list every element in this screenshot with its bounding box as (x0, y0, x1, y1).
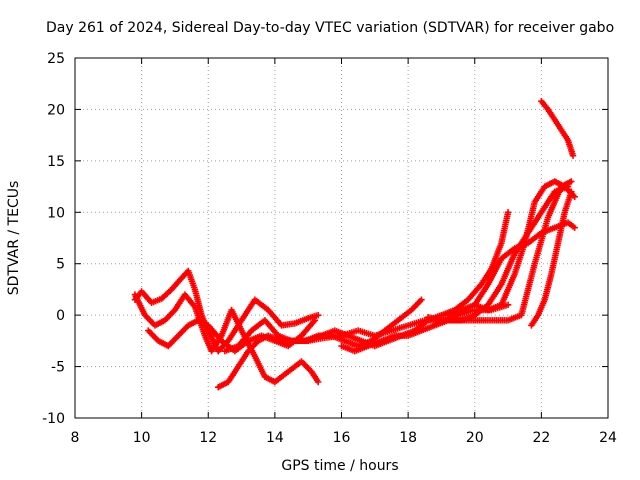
y-tick-label: 15 (47, 154, 65, 170)
chart-title: Day 261 of 2024, Sidereal Day-to-day VTE… (46, 20, 614, 36)
x-tick-label: 10 (133, 430, 151, 446)
data-point (504, 301, 512, 309)
data-point (569, 152, 577, 159)
y-tick-label: 10 (47, 205, 65, 221)
data-point (314, 311, 322, 319)
x-axis-label: GPS time / hours (281, 458, 398, 474)
x-tick-label: 18 (399, 430, 417, 446)
x-tick-label: 14 (266, 430, 284, 446)
grid (75, 58, 608, 418)
x-tick-label: 20 (466, 430, 484, 446)
data-marks (131, 98, 578, 391)
y-tick-label: -10 (42, 411, 65, 427)
series-track-10 (471, 178, 578, 314)
data-point (418, 296, 425, 303)
y-axis-ticks: -10 -5 0 5 10 15 20 25 (42, 51, 608, 427)
y-axis-label: SDTVAR / TECUs (6, 181, 22, 296)
x-axis-ticks: 8 10 12 14 16 18 20 22 24 (71, 58, 617, 446)
x-tick-label: 16 (333, 430, 351, 446)
data-point (314, 378, 322, 386)
series-track-7 (338, 183, 572, 355)
x-tick-label: 8 (71, 430, 80, 446)
data-point (311, 317, 319, 324)
x-tick-label: 22 (532, 430, 550, 446)
series-track-11 (528, 188, 575, 329)
data-point (571, 193, 578, 201)
y-tick-label: 25 (47, 51, 65, 67)
data-point (568, 178, 575, 185)
y-tick-label: 0 (56, 308, 65, 324)
x-tick-label: 24 (599, 430, 617, 446)
series-track-2 (131, 291, 322, 386)
y-tick-label: 20 (47, 102, 65, 118)
y-tick-label: -5 (51, 360, 65, 376)
series-track-12 (538, 98, 577, 159)
plot-frame (74, 57, 609, 419)
y-tick-label: 5 (56, 257, 65, 273)
x-tick-label: 12 (199, 430, 217, 446)
data-point (568, 188, 575, 195)
data-point (504, 209, 512, 216)
data-point (571, 224, 578, 231)
